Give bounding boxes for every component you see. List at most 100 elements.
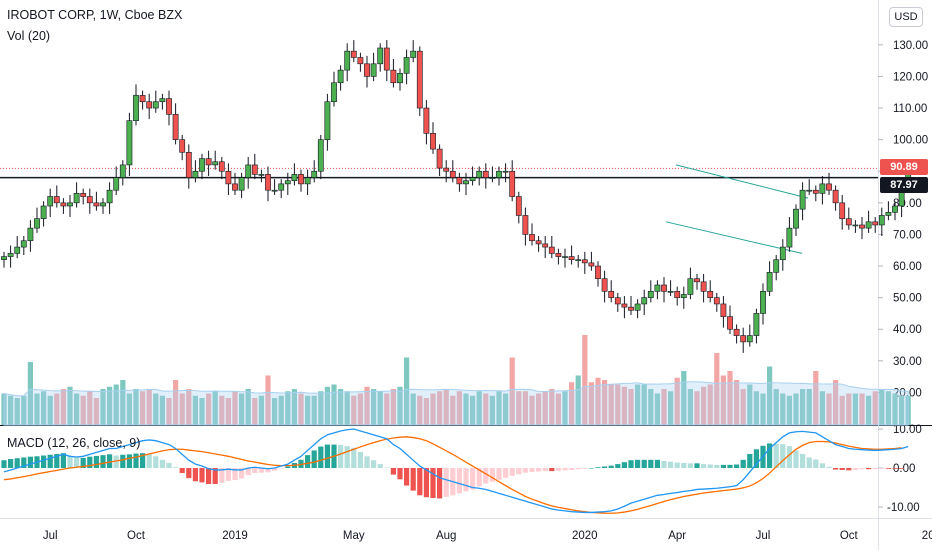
macd-signal-line: [3, 436, 902, 514]
volume-bar: [833, 380, 839, 425]
macd-histogram-bar: [245, 468, 251, 476]
candle-body: [390, 69, 397, 84]
candle-body: [34, 218, 40, 229]
macd-histogram-bar: [456, 468, 462, 494]
macd-histogram-bar: [648, 459, 654, 468]
macd-histogram-bar: [569, 468, 575, 470]
volume-bar: [806, 389, 812, 425]
price-tick-label: 60.00: [893, 261, 922, 273]
candle-body: [14, 246, 21, 254]
volume-bar: [503, 393, 509, 425]
macd-histogram-bar: [687, 463, 693, 468]
candle-body: [674, 291, 681, 298]
volume-bar: [608, 384, 614, 425]
macd-histogram-bar: [885, 468, 891, 469]
candle-body: [482, 170, 489, 178]
macd-histogram-bar: [701, 464, 707, 468]
macd-histogram-bar: [390, 468, 396, 475]
candle-body: [403, 57, 410, 74]
macd-histogram-bar: [892, 468, 898, 469]
time-tick-label: 2019: [222, 530, 248, 542]
candle-body: [555, 253, 562, 257]
channel-upper-line: [675, 164, 809, 199]
volume-bar: [516, 391, 522, 425]
macd-histogram-bar: [549, 468, 555, 472]
macd-histogram-bar: [872, 468, 878, 470]
volume-bar: [707, 384, 713, 425]
candle-body: [357, 57, 364, 65]
volume-bar: [734, 380, 740, 425]
volume-bar: [113, 384, 119, 425]
macd-histogram-bar: [483, 468, 489, 484]
volume-bar: [595, 377, 601, 425]
volume-bar: [331, 384, 337, 425]
horizontal-line-price-tag: 87.97: [880, 177, 928, 193]
candle-body: [786, 227, 793, 248]
volume-bar: [54, 393, 60, 425]
volume-bar: [417, 395, 423, 425]
candle-body: [542, 243, 549, 248]
macd-histogram-bar: [239, 468, 245, 479]
candle-body: [40, 205, 47, 219]
volume-bar: [173, 380, 179, 425]
candle-body: [337, 69, 344, 84]
macd-histogram-bar: [833, 468, 839, 470]
candle-body: [146, 101, 153, 109]
macd-histogram-bar: [720, 464, 726, 468]
volume-bar: [628, 389, 634, 425]
candle-body: [568, 256, 575, 261]
candle-body: [489, 177, 496, 179]
macd-histogram-bar: [522, 468, 528, 473]
volume-bar: [899, 395, 905, 425]
volume-bar: [192, 395, 198, 425]
candle-body: [73, 193, 80, 204]
volume-bar: [74, 393, 80, 425]
volume-bar: [159, 395, 165, 425]
macd-histogram-bar: [344, 446, 350, 468]
candle-body: [291, 174, 298, 182]
volume-bar: [885, 391, 891, 425]
candle-body: [449, 170, 456, 178]
candle-body: [205, 158, 212, 166]
macd-histogram-bar: [661, 460, 667, 468]
volume-bar: [430, 393, 436, 425]
macd-histogram-bar: [179, 468, 185, 474]
macd-histogram-bar: [753, 449, 759, 468]
volume-bar: [826, 393, 832, 425]
price-tick-label: 130.00: [893, 40, 928, 52]
candle-body: [271, 189, 278, 192]
macd-histogram-bar: [93, 455, 99, 468]
macd-histogram-bar: [74, 457, 80, 468]
volume-bar: [206, 393, 212, 425]
currency-button[interactable]: USD: [889, 7, 923, 27]
candle-body: [733, 328, 740, 336]
macd-histogram-bar: [615, 464, 621, 468]
macd-histogram-bar: [668, 461, 674, 468]
volume-bar: [265, 375, 271, 425]
candle-body: [7, 253, 14, 257]
volume-bar: [476, 391, 482, 425]
candle-body: [515, 196, 522, 216]
candle-body: [238, 177, 245, 191]
volume-bar: [582, 335, 588, 425]
macd-histogram-bar: [1, 460, 7, 468]
volume-bar: [687, 389, 693, 425]
volume-bar: [140, 391, 146, 425]
macd-tick-label: 0.00: [893, 463, 915, 475]
macd-histogram-bar: [470, 468, 476, 490]
candle-body: [60, 202, 67, 207]
volume-legend: Vol (20): [7, 29, 51, 43]
macd-histogram-bar: [133, 453, 139, 468]
macd-histogram-bar: [635, 459, 641, 468]
macd-histogram-bar: [47, 454, 53, 468]
macd-histogram-bar: [258, 468, 264, 473]
volume-bar: [522, 391, 528, 425]
volume-bar: [67, 386, 73, 425]
volume-bar: [397, 386, 403, 425]
macd-histogram-bar: [265, 468, 271, 473]
macd-histogram-bar: [212, 468, 218, 484]
macd-histogram-bar: [146, 453, 152, 468]
candle-body: [377, 47, 384, 65]
macd-histogram-bar: [628, 460, 634, 468]
